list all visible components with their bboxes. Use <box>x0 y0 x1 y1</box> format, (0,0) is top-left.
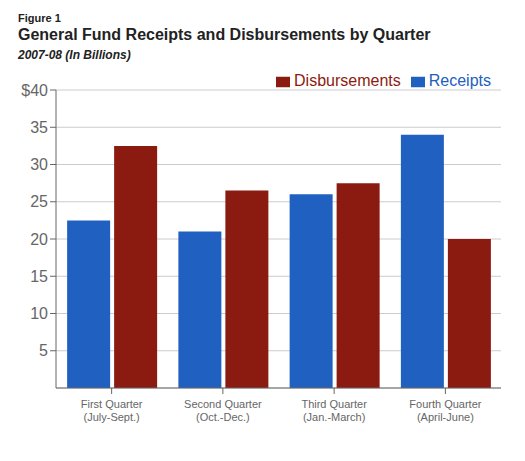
svg-text:5: 5 <box>39 342 48 359</box>
svg-text:First Quarter(July-Sept.): First Quarter(July-Sept.) <box>81 398 143 423</box>
svg-text:Fourth Quarter(April-June): Fourth Quarter(April-June) <box>409 398 481 423</box>
svg-text:Second Quarter(Oct.-Dec.): Second Quarter(Oct.-Dec.) <box>184 398 262 423</box>
html-text:Figure 1: Figure 1 <box>18 12 61 24</box>
svg-text:35: 35 <box>30 119 48 136</box>
svg-text:30: 30 <box>30 156 48 173</box>
svg-text:25: 25 <box>30 193 48 210</box>
html-text:Receipts: Receipts <box>428 72 491 89</box>
svg-text:10: 10 <box>30 305 48 322</box>
html-text:General Fund Receipts and Disb: General Fund Receipts and Disbursements … <box>18 26 431 43</box>
svg-text:20: 20 <box>30 231 48 248</box>
svg-text:15: 15 <box>30 268 48 285</box>
html-text:Disbursements: Disbursements <box>294 72 401 89</box>
html-text:2007-08 (In Billions): 2007-08 (In Billions) <box>18 48 131 62</box>
svg-text:$40: $40 <box>21 82 48 99</box>
svg-text:Third Quarter(Jan.-March): Third Quarter(Jan.-March) <box>301 398 367 423</box>
